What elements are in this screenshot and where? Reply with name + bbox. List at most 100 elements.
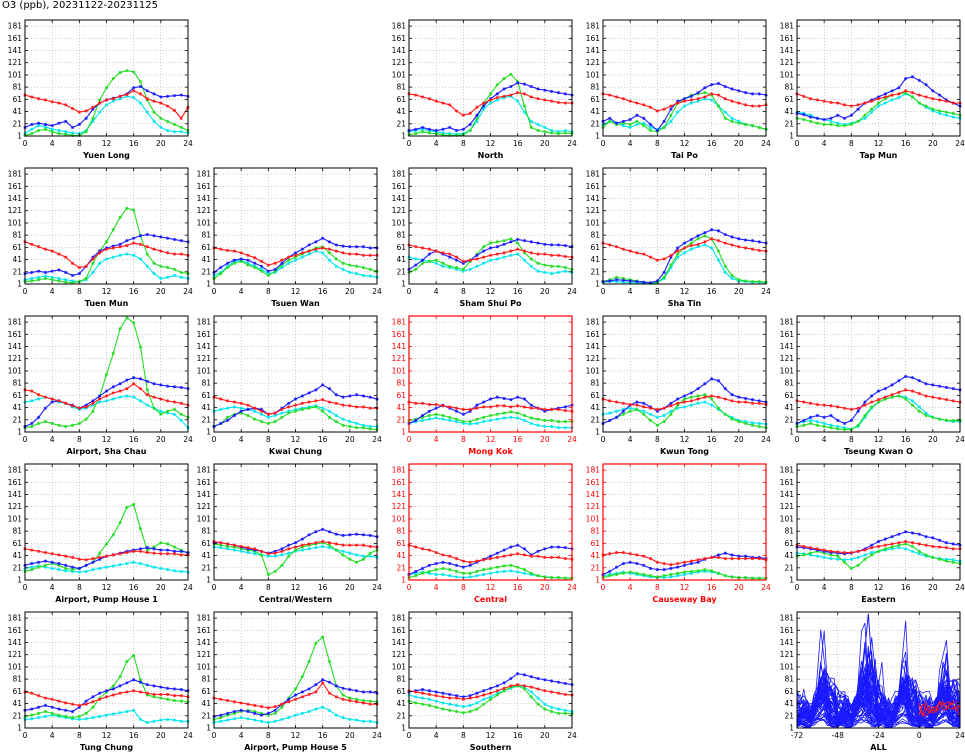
y-tick-label: 81 (784, 83, 794, 92)
y-tick-label: 21 (201, 711, 211, 720)
series-day2-point (166, 411, 170, 415)
series-day3-point (138, 80, 143, 84)
series-day3-point (475, 417, 479, 421)
series-mean-point (273, 551, 277, 555)
series-mean-point (642, 252, 646, 256)
series-day4-point (488, 246, 493, 250)
y-tick-label: 21 (201, 267, 211, 276)
x-tick-label: 8 (849, 435, 854, 444)
y-tick-label: 101 (8, 514, 23, 523)
series-day4-point (642, 563, 646, 567)
series-day4-point (159, 383, 163, 387)
series-day4-point (723, 232, 727, 237)
y-tick-label: 61 (784, 539, 794, 548)
x-tick-label: 0 (795, 583, 800, 592)
series-day3-point (808, 119, 813, 123)
series-day4-point (502, 87, 506, 91)
series-day2-point (253, 718, 257, 722)
series-day3-point (910, 95, 915, 99)
series-day2-point (414, 695, 418, 699)
series-day3-point (502, 689, 506, 693)
series-day2-point (689, 571, 693, 575)
y-tick-label: 161 (392, 478, 407, 487)
x-tick-label: 20 (928, 583, 938, 592)
series-day4-point (434, 406, 438, 410)
series-mean-point (172, 252, 177, 256)
series-day4-point (166, 548, 170, 552)
y-tick-label: 141 (586, 194, 601, 203)
series-mean-point (266, 552, 270, 556)
series-day4-point (300, 394, 304, 398)
series-day4-point (454, 409, 459, 413)
series-day4-point (239, 409, 243, 413)
series-day2-point (314, 249, 318, 253)
series-day4-point (232, 709, 236, 714)
x-tick-label: 8 (77, 731, 82, 740)
x-tick-label: 24 (183, 583, 193, 592)
series-mean-point (628, 402, 632, 407)
series-mean-point (716, 395, 721, 399)
series-day2-point (628, 125, 632, 130)
series-day2-point (293, 713, 298, 717)
series-day4-point (468, 122, 472, 126)
series-day3-point (36, 278, 41, 282)
series-day2-point (856, 555, 860, 560)
series-mean-point (132, 549, 136, 553)
series-day4-point (179, 549, 183, 553)
series-day4-point (434, 690, 438, 694)
series-mean-point (550, 690, 554, 694)
series-day3-point (642, 572, 646, 577)
series-day4-point (138, 680, 143, 684)
series-mean-point (556, 253, 561, 257)
series-mean-point (842, 103, 847, 107)
x-tick-label: 4 (628, 287, 633, 296)
series-day2-point (132, 708, 136, 712)
series-day4-point (876, 389, 881, 393)
series-day4-point (509, 240, 513, 244)
series-mean-point (179, 694, 183, 698)
x-tick-label: 8 (655, 139, 660, 148)
series-mean-point (334, 695, 338, 699)
series-day2-point (870, 550, 874, 555)
x-tick-label: 24 (955, 139, 965, 148)
series-mean-point (448, 696, 452, 700)
series-day4-point (368, 246, 372, 250)
series-day4-point (509, 398, 513, 402)
y-tick-label: 121 (586, 354, 601, 363)
series-day4-point (924, 382, 928, 386)
series-day4-point (516, 672, 520, 676)
y-tick-label: 181 (8, 170, 23, 179)
series-day4-point (253, 261, 257, 265)
series-mean-point (30, 242, 34, 246)
y-tick-label: 161 (8, 626, 23, 635)
series-mean-point (414, 245, 418, 249)
series-day3-point (723, 264, 727, 268)
series-mean-point (246, 702, 250, 706)
y-tick-label: 141 (586, 490, 601, 499)
series-mean-point (669, 104, 673, 108)
series-day2-point (522, 418, 527, 422)
x-tick-label: 16 (901, 435, 911, 444)
series-day4-point (757, 399, 761, 403)
series-day3-point (448, 708, 452, 712)
series-day3-point (488, 241, 493, 245)
series-day2-point (642, 409, 646, 413)
series-mean-point (563, 557, 567, 561)
series-mean-point (145, 691, 149, 695)
series-day4-point (904, 77, 908, 81)
series-mean-point (368, 702, 372, 706)
series-day4-point (529, 84, 533, 89)
series-day2-point (104, 103, 109, 107)
x-tick-label: 12 (874, 139, 884, 148)
series-day3-point (461, 571, 465, 575)
series-mean-point (703, 395, 707, 399)
series-mean-point (737, 557, 741, 561)
series-day4-point (159, 95, 163, 99)
series-mean-point (293, 253, 298, 257)
series-mean-point (890, 93, 894, 97)
series-day2-point (536, 423, 540, 427)
series-mean-point (461, 259, 465, 264)
series-day4-point (802, 113, 806, 117)
